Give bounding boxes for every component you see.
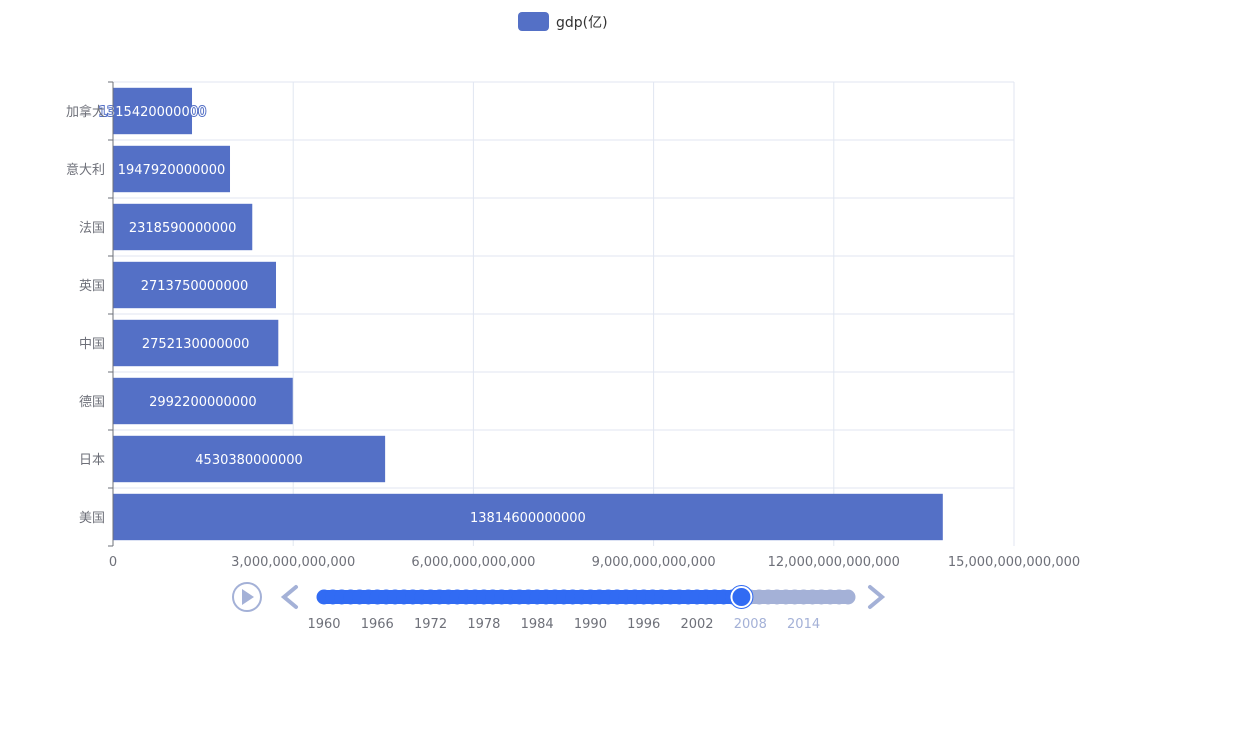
bar-value-label: 2992200000000 bbox=[149, 395, 257, 410]
bar-value-label: 2752130000000 bbox=[142, 337, 250, 352]
timeline[interactable]: 1960 1966 1972 1978 1984 1990 1996 2002 2008 2014 bbox=[232, 582, 886, 632]
bar-value-label: 4530380000000 bbox=[195, 453, 303, 468]
x-tick-label: 0 bbox=[109, 555, 117, 570]
bar-value-label: 2713750000000 bbox=[141, 279, 249, 294]
y-category-label: 英国 bbox=[79, 279, 105, 294]
y-category-label: 法国 bbox=[79, 221, 105, 236]
grid-lines bbox=[113, 81, 1015, 546]
bar-value-label: 2318590000000 bbox=[129, 221, 237, 236]
timeline-year-label[interactable]: 1978 bbox=[467, 617, 500, 632]
y-category-label: 德国 bbox=[79, 395, 105, 410]
timeline-year-label[interactable]: 1972 bbox=[414, 617, 447, 632]
legend[interactable]: gdp(亿) bbox=[518, 12, 608, 31]
previous-arrow-icon[interactable] bbox=[280, 585, 298, 609]
y-category-label: 中国 bbox=[79, 337, 105, 352]
timeline-handle[interactable] bbox=[730, 586, 753, 608]
timeline-year-label[interactable]: 1996 bbox=[627, 617, 660, 632]
bar-value-label: 13814600000000 bbox=[470, 511, 586, 526]
bars: 13814600000000 4530380000000 2992200000000… bbox=[98, 87, 943, 541]
x-tick-label: 12,000,000,000,000 bbox=[768, 555, 900, 570]
bar[interactable] bbox=[113, 87, 193, 135]
timeline-point[interactable] bbox=[840, 589, 856, 605]
timeline-year-label[interactable]: 1960 bbox=[307, 617, 340, 632]
timeline-year-label[interactable]: 2008 bbox=[734, 617, 767, 632]
next-arrow-icon[interactable] bbox=[868, 585, 886, 609]
timeline-year-label[interactable]: 1984 bbox=[521, 617, 554, 632]
y-category-label: 加拿大 bbox=[66, 104, 105, 120]
bar-value-label: 1315420000000 bbox=[99, 105, 207, 120]
legend-swatch[interactable] bbox=[518, 12, 549, 31]
timeline-year-label[interactable]: 2014 bbox=[787, 617, 820, 632]
legend-label[interactable]: gdp(亿) bbox=[556, 15, 608, 31]
x-tick-label: 9,000,000,000,000 bbox=[592, 555, 716, 570]
bar[interactable] bbox=[113, 261, 277, 309]
x-tick-label: 6,000,000,000,000 bbox=[411, 555, 535, 570]
bar[interactable] bbox=[113, 319, 279, 367]
y-category-label: 日本 bbox=[79, 453, 105, 468]
timeline-year-label[interactable]: 1990 bbox=[574, 617, 607, 632]
play-icon[interactable] bbox=[242, 589, 254, 605]
timeline-handle-ring[interactable] bbox=[729, 585, 754, 609]
bar[interactable] bbox=[113, 493, 943, 541]
y-category-label: 美国 bbox=[79, 511, 105, 526]
play-button[interactable] bbox=[232, 582, 262, 612]
bar[interactable] bbox=[113, 377, 293, 425]
axes: 0 3,000,000,000,000 6,000,000,000,000 9,000… bbox=[66, 81, 1080, 570]
bar[interactable] bbox=[113, 435, 386, 483]
x-tick-label: 3,000,000,000,000 bbox=[231, 555, 355, 570]
bar[interactable] bbox=[113, 203, 253, 251]
timeline-year-label[interactable]: 1966 bbox=[361, 617, 394, 632]
timeline-year-label[interactable]: 2002 bbox=[680, 617, 713, 632]
bar-value-label: 1947920000000 bbox=[118, 163, 226, 178]
bar[interactable] bbox=[113, 145, 231, 193]
x-tick-label: 15,000,000,000,000 bbox=[948, 555, 1080, 570]
y-category-label: 意大利 bbox=[66, 162, 105, 178]
